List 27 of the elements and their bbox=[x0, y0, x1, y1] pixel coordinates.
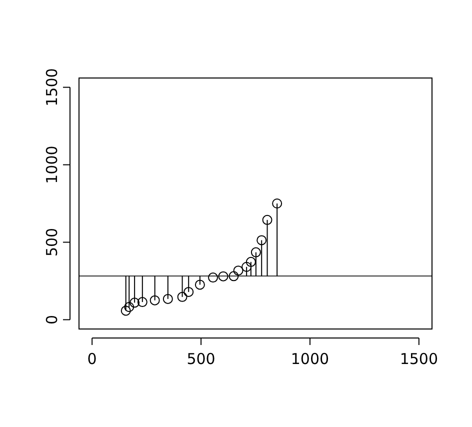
y-tick-label: 1000 bbox=[43, 146, 61, 184]
point bbox=[256, 235, 267, 246]
point bbox=[177, 292, 188, 302]
x-tick-label: 500 bbox=[186, 350, 216, 368]
point bbox=[137, 297, 148, 308]
point bbox=[272, 198, 282, 208]
y-tick-label: 1500 bbox=[43, 68, 61, 106]
point bbox=[262, 214, 272, 225]
y-tick-label: 0 bbox=[43, 314, 61, 324]
point bbox=[233, 266, 244, 276]
point bbox=[162, 294, 173, 304]
x-tick-label: 1500 bbox=[400, 350, 438, 368]
x-tick-label: 0 bbox=[87, 350, 97, 368]
point bbox=[130, 298, 140, 308]
point bbox=[218, 271, 228, 282]
point bbox=[246, 256, 256, 267]
x-tick-label: 1000 bbox=[290, 350, 330, 368]
point bbox=[242, 262, 252, 272]
point bbox=[124, 302, 134, 312]
point bbox=[184, 286, 194, 297]
y-tick-label: 500 bbox=[43, 228, 61, 257]
point bbox=[120, 306, 131, 316]
point bbox=[228, 271, 239, 282]
point bbox=[250, 247, 261, 258]
point bbox=[194, 280, 205, 290]
point bbox=[150, 295, 160, 306]
point bbox=[208, 272, 218, 283]
